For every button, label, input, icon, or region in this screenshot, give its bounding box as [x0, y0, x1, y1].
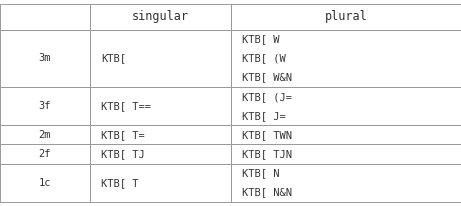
- Bar: [230, 125, 461, 144]
- Text: KTB[ T: KTB[ T: [101, 178, 139, 188]
- Text: KTB[ (J=: KTB[ (J=: [242, 92, 292, 102]
- Bar: [90, 144, 230, 164]
- Text: KTB[ N&N: KTB[ N&N: [242, 187, 292, 197]
- Text: KTB[ T=: KTB[ T=: [101, 130, 145, 140]
- Bar: [0, 144, 90, 164]
- Text: singular: singular: [132, 10, 189, 23]
- Bar: [230, 30, 461, 87]
- Bar: [230, 164, 461, 202]
- Text: 2f: 2f: [39, 149, 51, 159]
- Text: KTB[: KTB[: [101, 53, 126, 63]
- Bar: [90, 125, 230, 144]
- Text: KTB[ T==: KTB[ T==: [101, 101, 151, 111]
- Bar: [90, 4, 230, 30]
- Bar: [90, 164, 230, 202]
- Bar: [0, 30, 90, 87]
- Text: KTB[ (W: KTB[ (W: [242, 53, 286, 63]
- Bar: [0, 164, 90, 202]
- Bar: [90, 87, 230, 125]
- Text: 3m: 3m: [39, 53, 51, 63]
- Bar: [0, 4, 90, 30]
- Text: KTB[ J=: KTB[ J=: [242, 111, 286, 121]
- Text: 2m: 2m: [39, 130, 51, 140]
- Text: KTB[ TJN: KTB[ TJN: [242, 149, 292, 159]
- Bar: [0, 125, 90, 144]
- Bar: [230, 144, 461, 164]
- Bar: [230, 4, 461, 30]
- Bar: [90, 30, 230, 87]
- Text: KTB[ TJ: KTB[ TJ: [101, 149, 145, 159]
- Text: 3f: 3f: [39, 101, 51, 111]
- Text: KTB[ W: KTB[ W: [242, 34, 279, 44]
- Text: 1c: 1c: [39, 178, 51, 188]
- Text: KTB[ W&N: KTB[ W&N: [242, 73, 292, 82]
- Text: KTB[ TWN: KTB[ TWN: [242, 130, 292, 140]
- Text: KTB[ N: KTB[ N: [242, 168, 279, 178]
- Bar: [230, 87, 461, 125]
- Bar: [0, 87, 90, 125]
- Text: plural: plural: [325, 10, 367, 23]
